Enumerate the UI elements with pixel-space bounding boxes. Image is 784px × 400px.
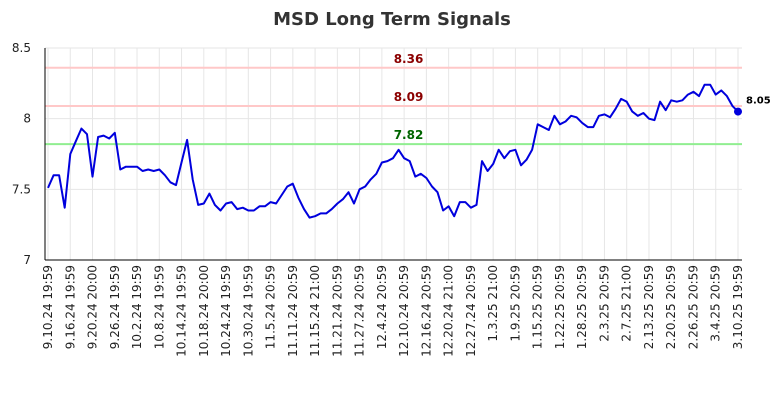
last-point-marker	[734, 107, 742, 116]
reference-line-label: 7.82	[394, 128, 424, 142]
x-tick-label: 10.30.24 19:59	[241, 265, 255, 357]
x-tick-label: 1.15.25 20:59	[531, 265, 545, 349]
x-tick-label: 2.7.25 21:00	[620, 265, 634, 342]
chart-title: MSD Long Term Signals	[273, 9, 511, 30]
y-tick-label: 8	[23, 112, 31, 126]
y-tick-label: 8.5	[12, 41, 31, 55]
x-tick-label: 12.4.24 20:59	[375, 265, 389, 349]
y-tick-label: 7.5	[12, 182, 31, 196]
axes	[44, 48, 742, 261]
x-tick-label: 1.22.25 20:59	[553, 265, 567, 349]
x-tick-label: 11.27.24 20:59	[353, 265, 367, 357]
x-tick-label: 9.10.24 19:59	[41, 265, 55, 349]
x-tick-label: 3.4.25 20:59	[709, 265, 723, 342]
x-tick-label: 10.14.24 19:59	[175, 265, 189, 357]
reference-line-label: 8.09	[394, 90, 424, 104]
x-tick-label: 2.3.25 20:59	[597, 265, 611, 342]
x-tick-label: 11.15.24 21:00	[308, 265, 322, 357]
x-tick-labels: 9.10.24 19:59 9.16.24 19:59 9.20.24 20:00 9…	[41, 265, 745, 357]
series	[47, 83, 739, 219]
y-tick-labels: 7 7.5 8 8.5	[12, 41, 31, 267]
last-point-label: 8.05	[746, 96, 771, 107]
y-tick-label: 7	[23, 253, 31, 267]
x-tick-label: 10.24.24 19:59	[219, 265, 233, 357]
reference-line-label: 8.36	[394, 52, 424, 66]
x-tick-label: 1.3.25 21:00	[486, 265, 500, 342]
x-tick-label: 10.18.24 20:00	[197, 265, 211, 357]
x-tick-label: 11.11.24 20:59	[286, 265, 300, 357]
x-tick-label: 9.26.24 19:59	[108, 265, 122, 349]
reference-lines: 8.36 8.09 7.82	[45, 52, 742, 146]
x-tick-label: 12.27.24 20:59	[464, 265, 478, 357]
x-tick-label: 12.10.24 20:59	[397, 265, 411, 357]
x-tick-label: 9.16.24 19:59	[63, 265, 77, 349]
x-tick-label: 12.20.24 21:00	[442, 265, 456, 357]
x-tick-label: 9.20.24 20:00	[86, 265, 100, 349]
x-tick-label: 2.13.25 20:59	[642, 265, 656, 349]
x-tick-label: 10.2.24 19:59	[130, 265, 144, 349]
grid	[45, 47, 742, 261]
x-tick-label: 11.5.24 20:59	[264, 265, 278, 349]
x-tick-label: 1.28.25 20:59	[575, 265, 589, 349]
x-tick-label: 11.21.24 20:59	[330, 265, 344, 357]
x-tick-label: 1.9.25 20:59	[508, 265, 522, 342]
x-tick-label: 2.20.25 20:59	[664, 265, 678, 349]
x-tick-label: 2.26.25 20:59	[686, 265, 700, 349]
x-tick-label: 10.8.24 19:59	[152, 265, 166, 349]
x-tick-label: 12.16.24 20:59	[419, 265, 433, 357]
last-point: 8.05	[734, 96, 771, 116]
series-line	[47, 83, 739, 219]
x-tick-label: 3.10.25 19:59	[731, 265, 745, 349]
